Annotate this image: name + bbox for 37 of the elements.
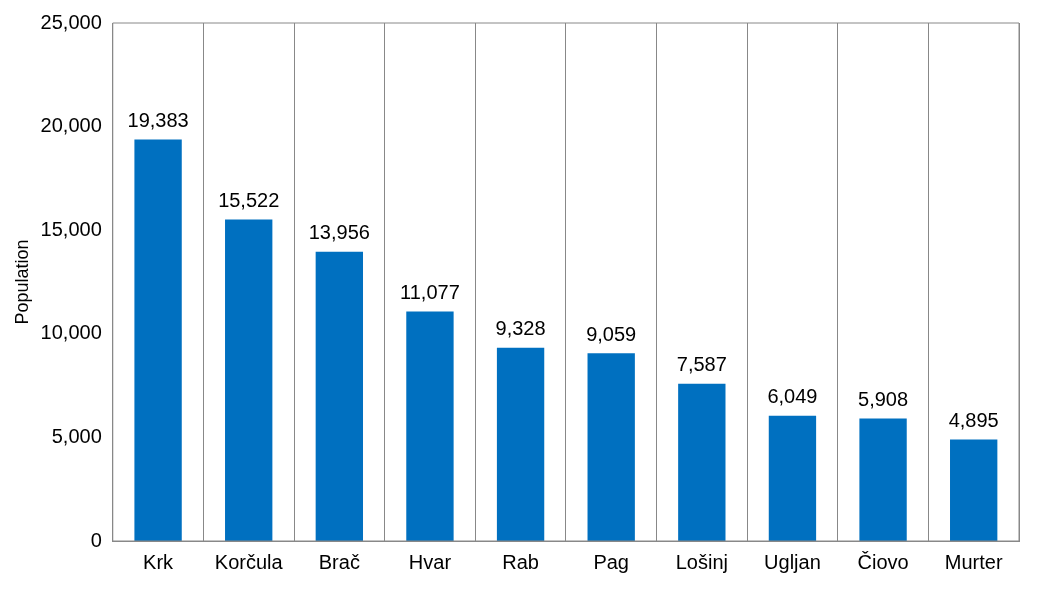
- data-label: 5,908: [858, 388, 909, 411]
- bar: [768, 415, 817, 541]
- x-tick-label: Hvar: [408, 550, 452, 573]
- data-label: 4,895: [948, 409, 999, 432]
- x-tick-label: Krk: [143, 550, 175, 573]
- x-tick-label: Pag: [593, 550, 629, 573]
- y-tick-label: 15,000: [40, 217, 102, 240]
- data-label: 11,077: [400, 281, 460, 303]
- y-tick-label: 20,000: [40, 114, 102, 137]
- bar: [315, 251, 363, 541]
- x-tick-label: Ugljan: [764, 550, 821, 573]
- data-label: 19,383: [127, 108, 189, 131]
- x-tick-label: Murter: [944, 550, 1003, 573]
- x-tick-label: Čiovo: [857, 550, 909, 573]
- data-label: 7,587: [676, 353, 727, 376]
- x-tick-label: Korčula: [214, 550, 284, 573]
- bar: [678, 383, 726, 541]
- y-tick-label: 25,000: [40, 10, 102, 33]
- x-tick-label: Brač: [318, 550, 360, 573]
- y-axis-title: Population: [11, 239, 32, 325]
- data-label: 6,049: [767, 385, 818, 408]
- bar: [406, 311, 454, 541]
- data-label: 9,328: [495, 317, 546, 340]
- x-tick-label: Lošinj: [675, 550, 728, 573]
- y-tick-label: 5,000: [51, 424, 102, 447]
- bar: [587, 353, 635, 541]
- bar: [225, 219, 273, 541]
- data-label: 15,522: [218, 188, 280, 211]
- bar: [859, 418, 907, 541]
- bar: [950, 439, 998, 541]
- y-tick-label: 0: [90, 528, 102, 551]
- data-label: 13,956: [308, 221, 370, 244]
- x-tick-label: Rab: [502, 550, 539, 573]
- bar: [134, 139, 182, 541]
- data-label: 9,059: [586, 322, 637, 345]
- y-tick-label: 10,000: [40, 321, 102, 344]
- bar: [496, 347, 545, 541]
